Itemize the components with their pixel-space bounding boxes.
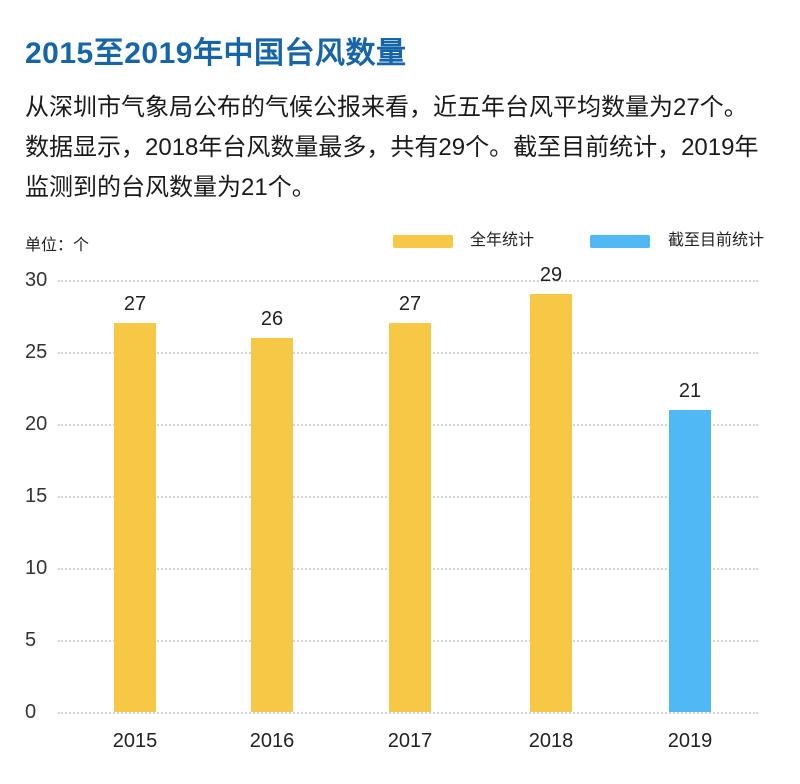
value-label-2016: 26 (260, 307, 284, 330)
x-axis-label-2018: 2018 (528, 730, 574, 752)
y-axis-tick-0: 0 (25, 701, 37, 723)
value-label-2019: 21 (678, 379, 702, 402)
bar-2016 (251, 337, 293, 712)
y-axis-tick-30: 30 (25, 269, 48, 291)
legend-swatch-to-date (590, 235, 650, 248)
y-axis-tick-20: 20 (25, 413, 48, 435)
x-axis-label-2019: 2019 (667, 730, 713, 752)
legend-label-annual: 全年统计 (470, 232, 535, 249)
bar-2019 (669, 409, 711, 712)
y-axis-tick-15: 15 (25, 485, 48, 507)
x-axis-label-2015: 2015 (112, 730, 158, 752)
value-label-2015: 27 (123, 293, 147, 316)
bar-2015 (114, 323, 156, 712)
page-title: 2015至2019年中国台风数量 (25, 37, 407, 70)
description-text: 从深圳市气象局公布的气候公报来看，近五年台风平均数量为27个。数据显示，2018… (25, 94, 759, 201)
x-axis-label-2016: 2016 (249, 730, 295, 752)
value-label-2017: 27 (398, 293, 422, 316)
y-axis-tick-10: 10 (25, 557, 48, 579)
y-axis-tick-5: 5 (25, 629, 37, 651)
value-label-2018: 29 (539, 264, 563, 287)
bar-2017 (389, 323, 431, 712)
bar-2018 (530, 294, 572, 712)
y-axis-tick-25: 25 (25, 341, 48, 363)
unit-label: 单位：个 (25, 237, 90, 254)
gridline-30 (58, 280, 758, 282)
gridline-0 (58, 712, 758, 714)
legend-swatch-annual (393, 235, 453, 248)
legend-label-to-date: 截至目前统计 (668, 232, 765, 249)
x-axis-label-2017: 2017 (387, 730, 433, 752)
